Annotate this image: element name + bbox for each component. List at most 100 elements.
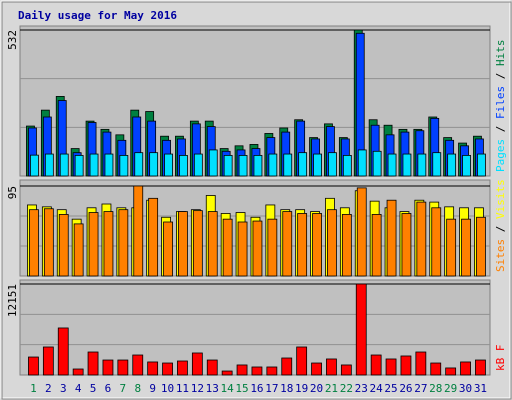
bar [117, 359, 129, 376]
x-tick-label: 4 [75, 382, 82, 395]
bar [59, 153, 69, 177]
x-tick-label: 7 [120, 382, 127, 395]
x-tick-label: 23 [355, 382, 368, 395]
x-tick-label: 16 [250, 382, 263, 395]
bar [42, 346, 54, 376]
bar [74, 155, 84, 177]
bar [341, 214, 352, 277]
x-tick-label: 10 [161, 382, 174, 395]
bar [103, 211, 114, 277]
bar [281, 357, 293, 376]
chart-title: Daily usage for May 2016 [18, 9, 177, 22]
bar [104, 153, 114, 177]
bar [400, 355, 412, 376]
legend-separator: / [494, 219, 507, 239]
bar [162, 362, 173, 376]
bar [430, 362, 442, 376]
x-tick-label: 21 [325, 382, 338, 395]
bar [326, 358, 337, 376]
bar [340, 364, 352, 376]
bar [445, 367, 457, 376]
bar [164, 153, 173, 177]
legend-separator: / [494, 66, 507, 86]
x-tick-label: 13 [206, 382, 219, 395]
bar [476, 216, 486, 277]
bar [282, 211, 293, 277]
legend-entry: kB F [494, 345, 507, 372]
bar [178, 211, 188, 277]
legend-entry: Visits [494, 179, 507, 219]
x-tick-label: 3 [60, 382, 67, 395]
bar [221, 370, 233, 376]
bar [386, 199, 397, 277]
x-tick-label: 11 [176, 382, 189, 395]
bar [251, 366, 263, 376]
x-tick-label: 9 [149, 382, 156, 395]
bar [29, 209, 39, 277]
bar [207, 211, 218, 277]
x-tick-label: 20 [310, 382, 323, 395]
legend-entry: Sites [494, 239, 507, 272]
bar [193, 153, 203, 177]
bar [192, 210, 203, 277]
bar [311, 362, 322, 376]
bar [415, 351, 427, 376]
bar [206, 359, 218, 376]
y-tick-label: 12151 [6, 284, 19, 317]
bar [208, 149, 218, 177]
bar [253, 155, 263, 177]
bar [417, 153, 427, 177]
bar [446, 218, 457, 277]
bar [447, 153, 457, 177]
bar [238, 155, 248, 177]
bar [147, 361, 159, 376]
bar [73, 223, 84, 277]
bar [356, 187, 367, 277]
x-tick-label: 30 [459, 382, 472, 395]
bar [72, 368, 84, 376]
x-tick-label: 18 [280, 382, 293, 395]
bar [28, 356, 39, 376]
bar [252, 220, 263, 277]
bar [57, 327, 69, 376]
x-tick-label: 31 [474, 382, 487, 395]
x-tick-label: 12 [191, 382, 204, 395]
legend: Sites / Visits [494, 179, 507, 272]
x-tick-label: 6 [105, 382, 112, 395]
bar [385, 358, 397, 376]
bar [58, 214, 69, 277]
y-tick-label: 532 [6, 30, 19, 50]
bar [149, 152, 159, 177]
bar [44, 153, 54, 177]
x-tick-label: 8 [134, 382, 141, 395]
x-tick-label: 15 [235, 382, 248, 395]
bar [237, 221, 248, 277]
bar [283, 153, 293, 177]
x-tick-label: 29 [444, 382, 457, 395]
bar [223, 155, 233, 177]
bar [475, 359, 486, 376]
legend: Pages / Files / Hits [494, 40, 507, 173]
bar [179, 155, 188, 177]
bar [296, 346, 308, 376]
legend-separator: / [494, 119, 507, 139]
legend: kB F [494, 345, 507, 372]
bar [297, 213, 308, 277]
x-tick-label: 22 [340, 382, 353, 395]
bar [268, 153, 278, 177]
bar [163, 221, 173, 277]
x-tick-label: 2 [45, 382, 52, 395]
bar [431, 207, 442, 277]
bar [119, 155, 129, 177]
bar [342, 155, 352, 177]
bar [328, 152, 337, 177]
bar [371, 214, 382, 277]
x-tick-label: 17 [265, 382, 278, 395]
bar [416, 201, 427, 277]
bar [191, 352, 203, 376]
x-tick-label: 24 [370, 382, 384, 395]
bar [102, 359, 114, 376]
bar [133, 185, 144, 277]
